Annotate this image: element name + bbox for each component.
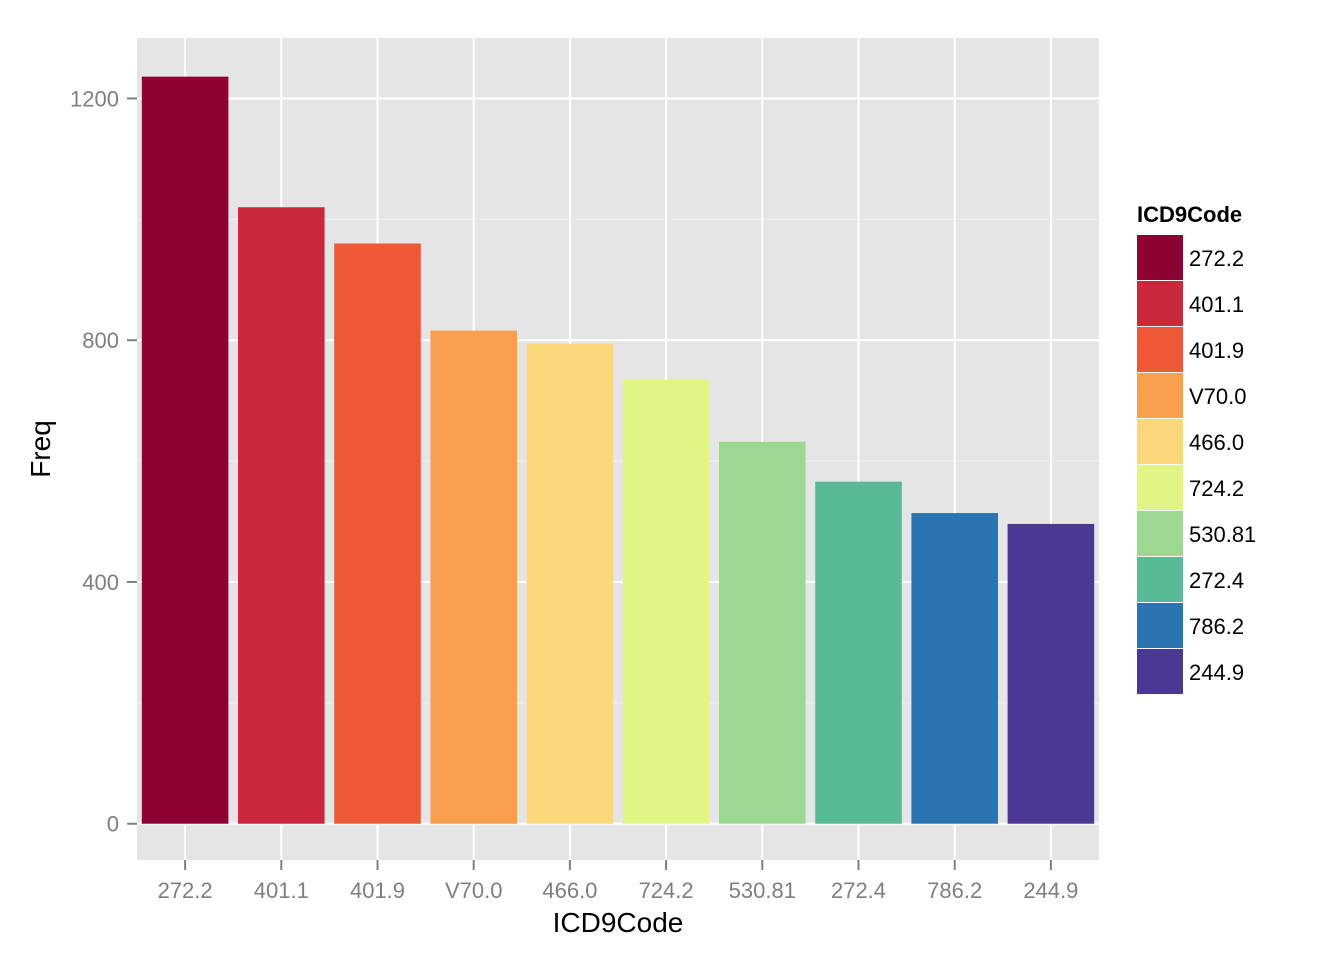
legend-key <box>1137 511 1183 556</box>
bar <box>526 343 614 824</box>
x-tick-label: 401.1 <box>254 878 309 903</box>
bar <box>430 330 517 824</box>
x-tick-label: 272.2 <box>158 878 213 903</box>
legend-key <box>1137 235 1183 280</box>
legend-key <box>1137 557 1183 602</box>
x-tick-label: 724.2 <box>639 878 694 903</box>
legend-key <box>1137 649 1183 694</box>
y-axis: 0 400 800 1200 <box>70 86 137 837</box>
legend-key <box>1137 603 1183 648</box>
x-axis: 272.2 401.1 401.9 V70.0 466.0 724.2 530.81 272.… <box>158 860 1078 903</box>
legend-key <box>1137 327 1183 372</box>
legend-label: 466.0 <box>1189 430 1244 455</box>
legend: ICD9Code 272.2 401.1 401.9 V70.0 466.0 724.2 5… <box>1136 202 1256 696</box>
legend-key <box>1137 419 1183 464</box>
legend-key <box>1137 373 1183 418</box>
y-tick-label: 400 <box>82 570 119 595</box>
legend-label: V70.0 <box>1189 384 1247 409</box>
legend-label: 272.4 <box>1189 568 1244 593</box>
bar <box>334 243 421 824</box>
legend-label: 272.2 <box>1189 246 1244 271</box>
y-tick-label: 800 <box>82 328 119 353</box>
x-tick-label: 401.9 <box>350 878 405 903</box>
y-tick-label: 0 <box>107 812 119 837</box>
bar <box>1007 523 1095 824</box>
bars <box>141 76 1095 824</box>
legend-label: 244.9 <box>1189 660 1244 685</box>
x-tick-label: 530.81 <box>729 878 796 903</box>
bar <box>719 441 806 824</box>
bar <box>911 513 998 824</box>
x-tick-label: 272.4 <box>831 878 886 903</box>
legend-title: ICD9Code <box>1137 202 1242 227</box>
x-axis-title: ICD9Code <box>553 907 684 938</box>
bar <box>622 380 710 824</box>
legend-label: 401.9 <box>1189 338 1244 363</box>
legend-label: 401.1 <box>1189 292 1244 317</box>
x-tick-label: 244.9 <box>1023 878 1078 903</box>
legend-label: 724.2 <box>1189 476 1244 501</box>
legend-items: 272.2 401.1 401.9 V70.0 466.0 724.2 530.81 272.… <box>1136 234 1256 696</box>
bar <box>141 76 229 824</box>
legend-label: 786.2 <box>1189 614 1244 639</box>
y-axis-title: Freq <box>25 420 56 478</box>
x-tick-label: V70.0 <box>445 878 503 903</box>
legend-label: 530.81 <box>1189 522 1256 547</box>
x-tick-label: 786.2 <box>927 878 982 903</box>
bar <box>815 481 902 824</box>
legend-key <box>1137 465 1183 510</box>
x-tick-label: 466.0 <box>542 878 597 903</box>
y-tick-label: 1200 <box>70 86 119 111</box>
bar <box>238 207 325 824</box>
legend-key <box>1137 281 1183 326</box>
